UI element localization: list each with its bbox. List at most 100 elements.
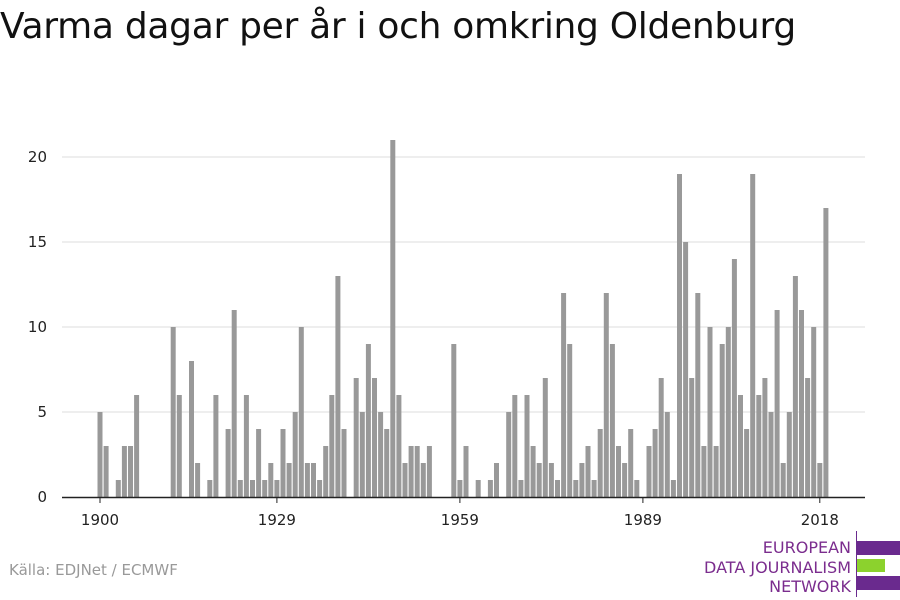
bar-1943 [359, 412, 365, 497]
bar-1970 [524, 395, 530, 497]
logo-bar-purple-bottom [857, 576, 900, 590]
bar-1977 [567, 344, 573, 497]
bar-2014 [792, 276, 798, 497]
bar-1930 [280, 429, 286, 497]
bar-1942 [353, 378, 359, 497]
bar-1937 [323, 446, 329, 497]
bar-1950 [402, 463, 408, 497]
bar-1927 [262, 480, 268, 497]
bar-1947 [384, 429, 390, 497]
bar-2016 [805, 378, 811, 497]
bar-1973 [542, 378, 548, 497]
bar-2017 [811, 327, 817, 497]
bar-1997 [689, 378, 695, 497]
bar-1903 [115, 480, 121, 497]
bar-1944 [365, 344, 371, 497]
bar-1960 [463, 446, 469, 497]
bar-1986 [622, 463, 628, 497]
logo-line-2: DATA JOURNALISM [704, 557, 851, 577]
bar-2019 [823, 208, 829, 497]
bar-1958 [451, 344, 457, 497]
bar-1994 [670, 480, 676, 497]
y-tick-label: 20 [28, 148, 47, 166]
bar-1983 [603, 293, 609, 497]
bar-1980 [585, 446, 591, 497]
bar-1985 [616, 446, 621, 497]
bars [97, 140, 829, 497]
bar-1933 [298, 327, 304, 497]
bar-2013 [786, 412, 792, 497]
bar-1906 [134, 395, 140, 497]
bar-1901 [103, 446, 109, 497]
logo-divider [856, 531, 857, 597]
bar-1990 [646, 446, 652, 497]
bar-1923 [237, 480, 243, 497]
bar-1905 [128, 446, 133, 497]
bar-1948 [390, 140, 396, 497]
bar-2009 [762, 378, 768, 497]
bar-1936 [317, 480, 323, 497]
bar-1968 [512, 395, 518, 497]
bar-1965 [494, 463, 499, 497]
x-tick-label: 2018 [801, 511, 839, 529]
chart-title: Varma dagar per år i och omkring Oldenbu… [0, 6, 796, 47]
bar-1952 [414, 446, 420, 497]
bar-1949 [396, 395, 402, 497]
bar-1935 [311, 463, 316, 497]
bar-2015 [799, 310, 804, 497]
bar-1940 [341, 429, 347, 497]
bar-2003 [725, 327, 731, 497]
bar-1934 [304, 463, 310, 497]
bar-1981 [591, 480, 597, 497]
bar-1984 [609, 344, 615, 497]
y-tick-label: 0 [37, 488, 47, 506]
bar-1939 [335, 276, 341, 497]
bar-1992 [658, 378, 664, 497]
bar-1962 [475, 480, 481, 497]
bar-1913 [176, 395, 182, 497]
bar-1998 [695, 293, 701, 497]
bar-1991 [652, 429, 658, 497]
bar-1946 [378, 412, 384, 497]
bar-1967 [506, 412, 512, 497]
bar-2007 [750, 174, 756, 497]
bar-1976 [561, 293, 567, 497]
x-axis-ticks: 1900 1929 1959 1989 2018 [81, 497, 839, 529]
x-tick-label: 1929 [258, 511, 296, 529]
bar-2002 [719, 344, 725, 497]
bar-1996 [683, 242, 689, 497]
bar-1932 [292, 412, 298, 497]
bar-1959 [457, 480, 463, 497]
bar-1912 [170, 327, 176, 497]
bar-2001 [713, 446, 719, 497]
bar-2000 [707, 327, 713, 497]
bar-1993 [664, 412, 670, 497]
x-tick-label: 1989 [624, 511, 662, 529]
bar-1975 [555, 480, 560, 497]
y-tick-label: 15 [28, 233, 47, 251]
bar-1969 [518, 480, 524, 497]
bar-2010 [768, 412, 774, 497]
bar-2011 [774, 310, 780, 497]
bar-1971 [530, 446, 536, 497]
bar-1945 [372, 378, 377, 497]
bar-1919 [213, 395, 219, 497]
bar-1951 [408, 446, 414, 497]
bar-1922 [231, 310, 237, 497]
bar-1904 [121, 446, 127, 497]
bar-2006 [744, 429, 750, 497]
bar-1995 [677, 174, 682, 497]
logo-line-1: EUROPEAN [762, 538, 851, 557]
y-axis-labels: 0 5 10 15 20 [28, 148, 47, 506]
bar-1979 [579, 463, 585, 497]
x-tick-label: 1959 [441, 511, 479, 529]
edjnet-logo: EUROPEAN DATA JOURNALISM NETWORK [700, 531, 900, 597]
bar-2005 [738, 395, 743, 497]
bar-1964 [487, 480, 493, 497]
bar-1931 [286, 463, 292, 497]
bar-1918 [207, 480, 213, 497]
x-tick-label: 1900 [81, 511, 119, 529]
bar-1928 [268, 463, 274, 497]
bar-1999 [701, 446, 707, 497]
bar-1974 [548, 463, 554, 497]
